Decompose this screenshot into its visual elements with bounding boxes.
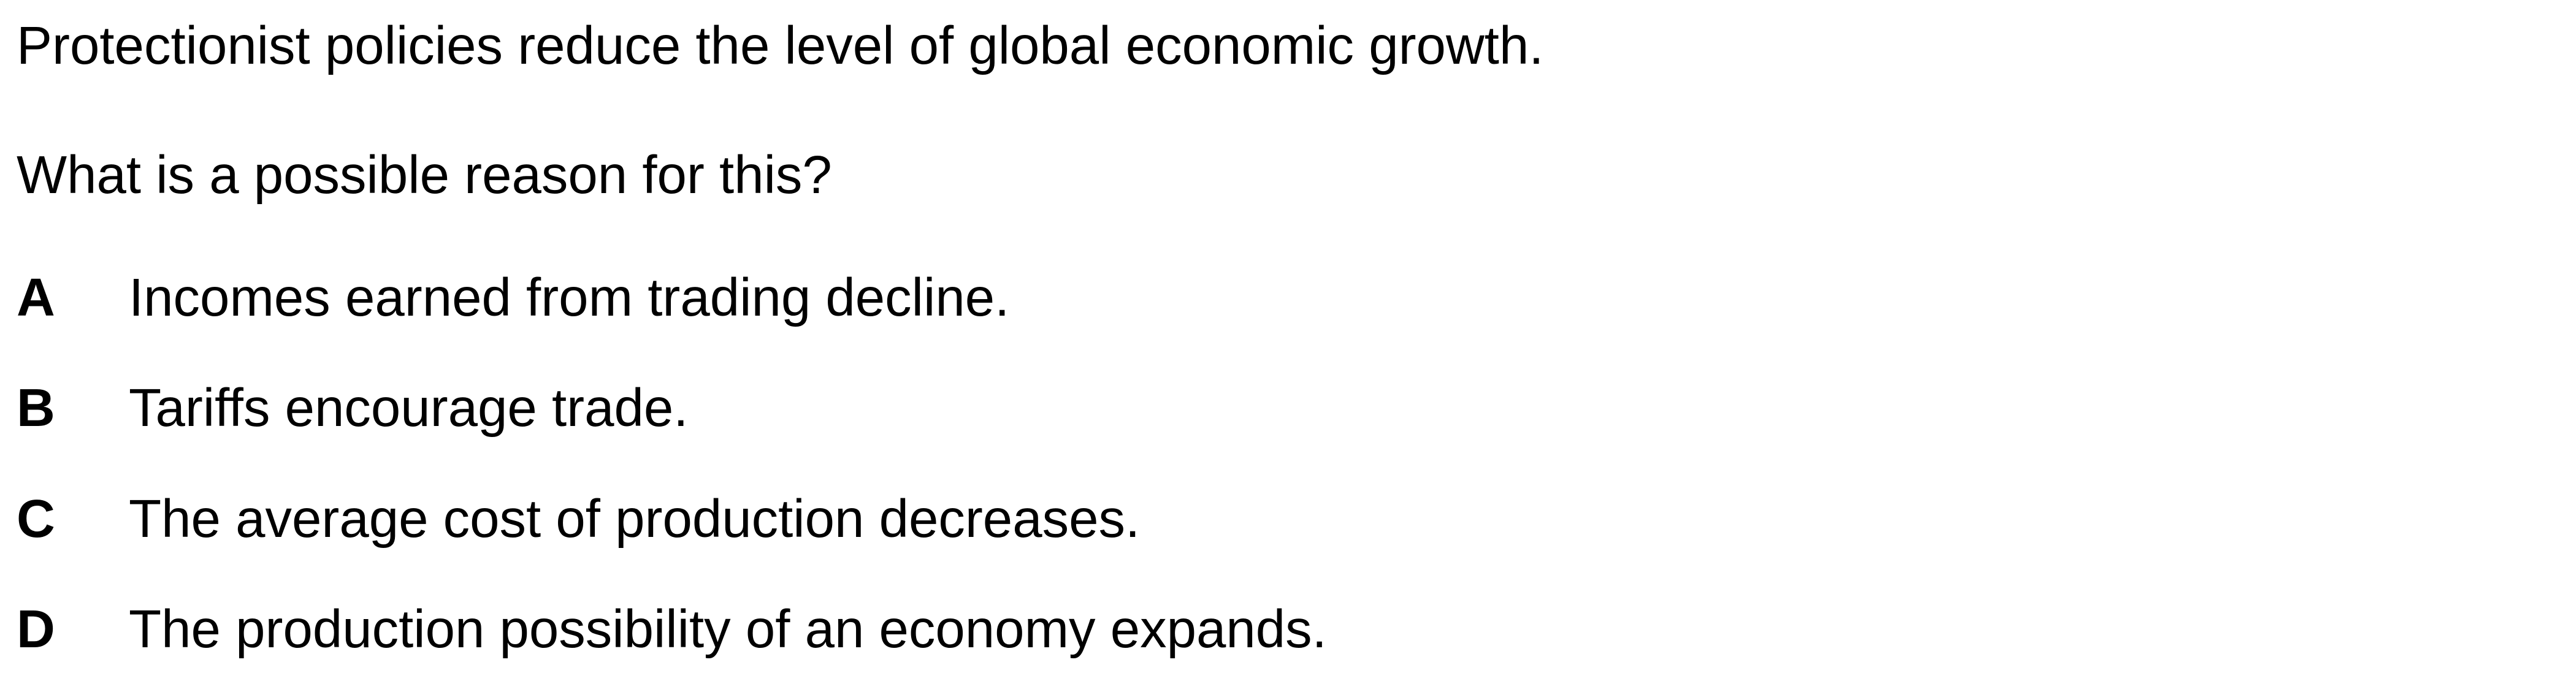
option-text: Tariffs encourage trade.	[129, 378, 689, 438]
option-letter: D	[17, 599, 55, 659]
option-b[interactable]: B Tariffs encourage trade.	[17, 378, 2561, 439]
option-text: The average cost of production decreases…	[129, 489, 1141, 549]
option-letter: C	[17, 489, 55, 549]
option-text: Incomes earned from trading decline.	[129, 268, 1010, 327]
question-statement: Protectionist policies reduce the level …	[17, 16, 1544, 75]
option-text: The production possibility of an economy…	[129, 599, 1327, 659]
option-d[interactable]: D The production possibility of an econo…	[17, 599, 2561, 660]
question-prompt: What is a possible reason for this?	[17, 145, 832, 205]
option-c[interactable]: C The average cost of production decreas…	[17, 489, 2561, 550]
option-a[interactable]: A Incomes earned from trading decline.	[17, 267, 2561, 329]
option-letter: A	[17, 268, 55, 327]
option-letter: B	[17, 378, 55, 438]
